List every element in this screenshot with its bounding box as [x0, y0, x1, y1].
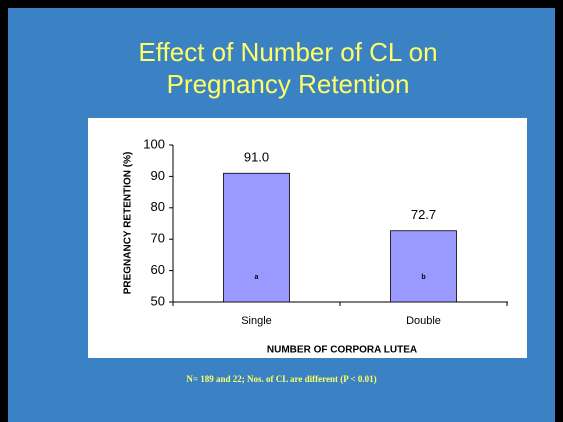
- chart-panel: PREGNANCY RETENTION (%) NUMBER OF CORPOR…: [88, 118, 527, 358]
- value-label: 91.0: [244, 150, 269, 165]
- chart: PREGNANCY RETENTION (%) NUMBER OF CORPOR…: [123, 136, 508, 356]
- x-tick-label: Double: [406, 315, 441, 327]
- bar: [223, 172, 290, 303]
- value-label: 72.7: [411, 207, 436, 222]
- slide-title: Effect of Number of CL on Pregnancy Rete…: [138, 37, 438, 99]
- bar-annotation: a: [255, 274, 259, 281]
- y-tick-label: 90: [151, 168, 165, 183]
- x-tick-label: Single: [241, 315, 272, 327]
- footnote: N= 189 and 22; Nos. of CL are different …: [186, 374, 377, 384]
- bar-annotation: b: [421, 274, 425, 281]
- x-axis-label: NUMBER OF CORPORA LUTEA: [267, 345, 417, 356]
- y-tick-label: 60: [151, 262, 165, 277]
- y-tick-label: 70: [151, 231, 165, 246]
- y-tick-label: 100: [143, 136, 165, 151]
- y-tick-label: 80: [151, 199, 165, 214]
- y-tick-label: 50: [151, 293, 165, 308]
- y-axis-label: PREGNANCY RETENTION (%): [123, 152, 134, 295]
- slide: Effect of Number of CL on Pregnancy Rete…: [8, 8, 555, 422]
- bar: [390, 230, 457, 303]
